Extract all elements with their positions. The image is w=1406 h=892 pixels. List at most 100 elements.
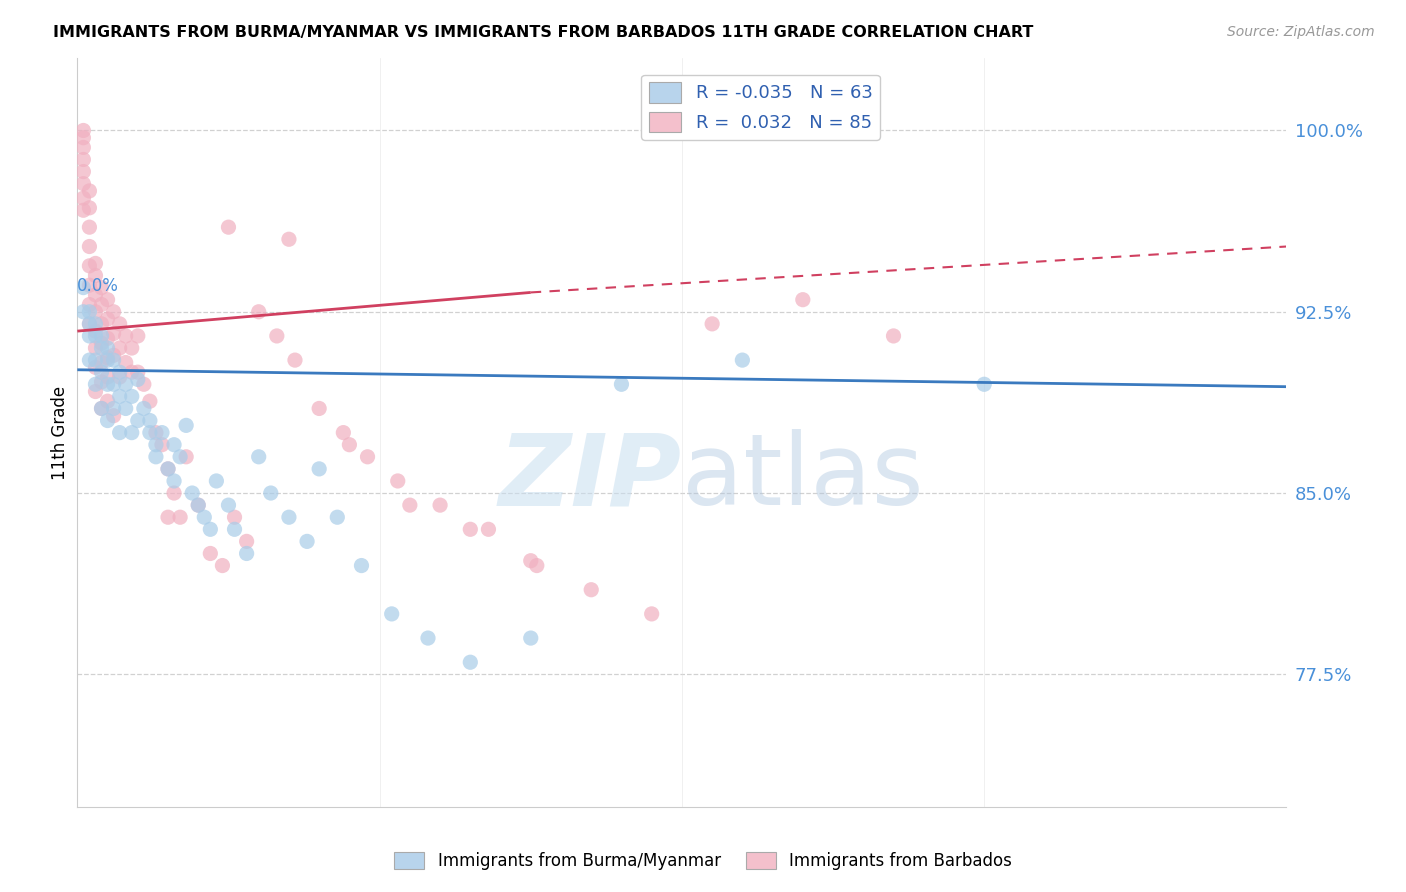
Point xyxy=(90,401,112,416)
Point xyxy=(308,462,330,476)
Point xyxy=(187,498,209,512)
Point xyxy=(90,341,112,355)
Point xyxy=(84,353,107,368)
Point xyxy=(174,450,197,464)
Point xyxy=(84,360,107,375)
Point xyxy=(84,384,107,399)
Point xyxy=(163,438,186,452)
Point xyxy=(96,312,118,326)
Point xyxy=(90,336,112,351)
Point xyxy=(332,425,354,440)
Point xyxy=(200,522,222,536)
Point xyxy=(72,177,94,191)
Point xyxy=(387,474,409,488)
Point xyxy=(96,413,118,427)
Point xyxy=(79,329,101,343)
Point xyxy=(103,401,125,416)
Point xyxy=(150,438,173,452)
Point xyxy=(108,389,131,403)
Point xyxy=(103,409,125,423)
Point xyxy=(235,534,257,549)
Point xyxy=(356,450,378,464)
Point xyxy=(278,232,301,246)
Point xyxy=(96,331,118,345)
Point xyxy=(520,554,543,568)
Point xyxy=(90,375,112,389)
Point xyxy=(84,329,107,343)
Point xyxy=(127,413,149,427)
Point xyxy=(108,425,131,440)
Legend: Immigrants from Burma/Myanmar, Immigrants from Barbados: Immigrants from Burma/Myanmar, Immigrant… xyxy=(388,845,1018,877)
Point xyxy=(72,164,94,178)
Point xyxy=(72,153,94,167)
Point xyxy=(96,351,118,365)
Point xyxy=(174,418,197,433)
Point xyxy=(139,394,162,409)
Point xyxy=(284,353,307,368)
Point xyxy=(96,394,118,409)
Text: ZIP: ZIP xyxy=(499,429,682,526)
Point xyxy=(127,329,149,343)
Point xyxy=(581,582,603,597)
Point xyxy=(79,317,101,331)
Point xyxy=(103,348,125,362)
Point xyxy=(224,510,246,524)
Point xyxy=(114,355,136,369)
Point xyxy=(520,631,543,645)
Point xyxy=(260,486,283,500)
Point xyxy=(169,510,191,524)
Point xyxy=(641,607,664,621)
Y-axis label: 11th Grade: 11th Grade xyxy=(51,385,69,480)
Point xyxy=(157,510,180,524)
Point xyxy=(181,486,204,500)
Point xyxy=(218,498,240,512)
Point xyxy=(84,341,107,355)
Point xyxy=(127,365,149,379)
Point xyxy=(169,450,191,464)
Point xyxy=(108,341,131,355)
Point xyxy=(295,534,318,549)
Point xyxy=(72,140,94,154)
Point xyxy=(79,259,101,273)
Point xyxy=(337,438,360,452)
Point xyxy=(72,130,94,145)
Legend: R = -0.035   N = 63, R =  0.032   N = 85: R = -0.035 N = 63, R = 0.032 N = 85 xyxy=(641,75,880,140)
Point xyxy=(103,353,125,368)
Point xyxy=(96,370,118,384)
Point xyxy=(114,377,136,392)
Point xyxy=(381,607,404,621)
Point xyxy=(458,522,481,536)
Point xyxy=(90,297,112,311)
Point xyxy=(702,317,724,331)
Point xyxy=(145,450,167,464)
Point xyxy=(96,341,118,355)
Point xyxy=(163,486,186,500)
Point xyxy=(200,546,222,560)
Point xyxy=(139,425,162,440)
Point xyxy=(114,329,136,343)
Point xyxy=(150,425,173,440)
Point xyxy=(163,474,186,488)
Point xyxy=(84,288,107,302)
Point xyxy=(973,377,995,392)
Point xyxy=(96,353,118,368)
Point xyxy=(84,256,107,270)
Point xyxy=(90,329,112,343)
Point xyxy=(79,305,101,319)
Point xyxy=(132,401,155,416)
Point xyxy=(79,278,101,293)
Point xyxy=(84,324,107,338)
Point xyxy=(84,268,107,283)
Point xyxy=(79,201,101,215)
Point xyxy=(883,329,905,343)
Point xyxy=(96,293,118,307)
Point xyxy=(526,558,548,573)
Point xyxy=(79,220,101,235)
Point xyxy=(90,365,112,379)
Point xyxy=(792,293,814,307)
Point xyxy=(121,389,143,403)
Point xyxy=(132,377,155,392)
Point xyxy=(72,305,94,319)
Point xyxy=(157,462,180,476)
Point xyxy=(139,413,162,427)
